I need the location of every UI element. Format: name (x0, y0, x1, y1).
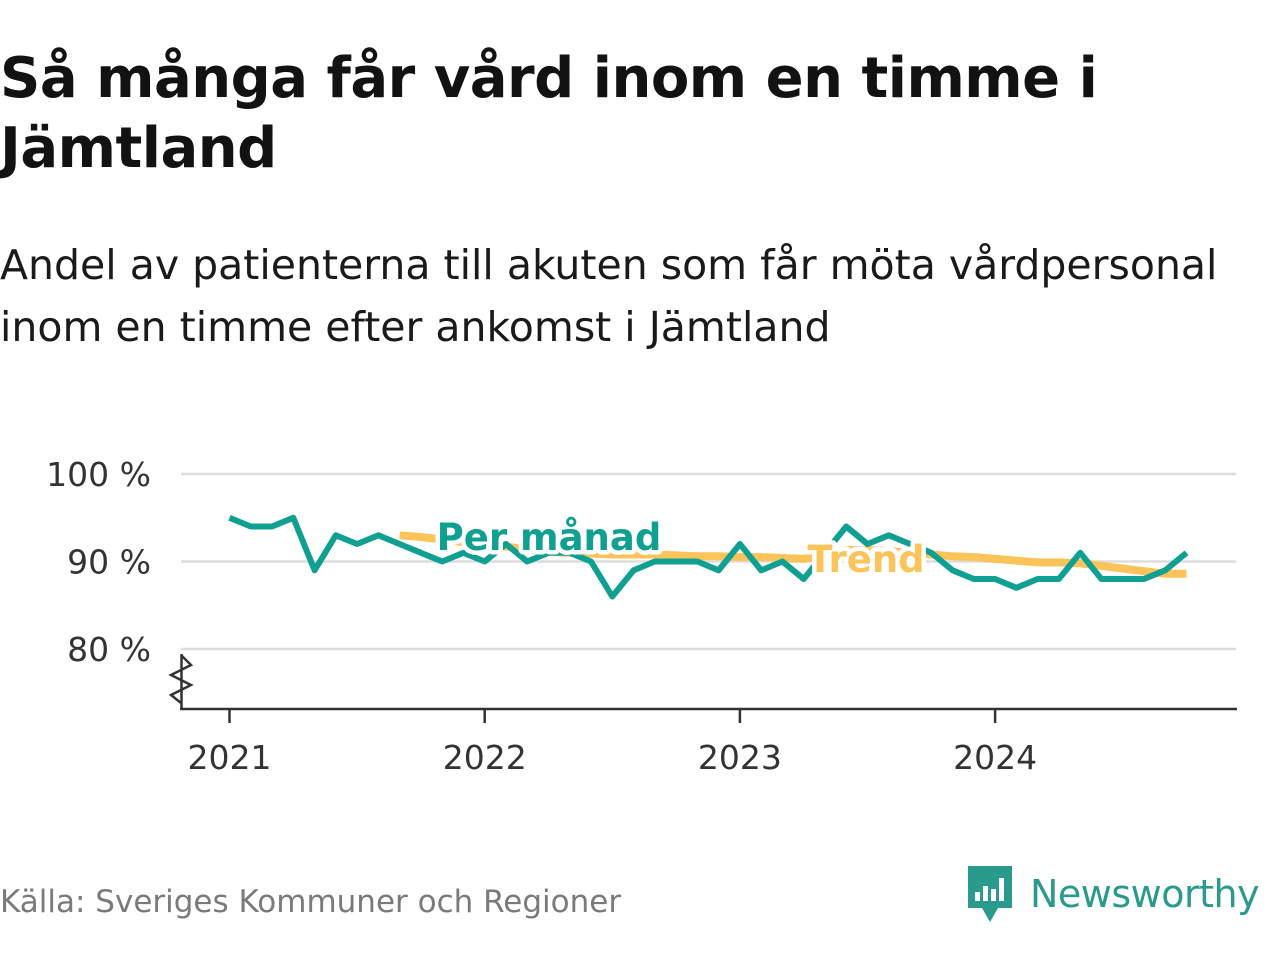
series-line-trend (399, 531, 1187, 578)
y-axis-tick-labels: 100 % 90 % 80 % (46, 455, 151, 669)
series-label-monthly: Per månad (437, 516, 662, 559)
x-tick-label-2023: 2023 (698, 738, 782, 777)
brand-logo: Newsworthy (964, 862, 1260, 926)
series-labels: Per månad Trend (432, 512, 929, 586)
series-lines (228, 514, 1189, 600)
bar-chart-speech-bubble-icon (968, 866, 1012, 922)
axis-break-icon (168, 654, 194, 704)
source-note: Källa: Sveriges Kommuner och Regioner (0, 884, 622, 920)
x-tick-label-2022: 2022 (443, 738, 527, 777)
x-tick-label-2021: 2021 (188, 738, 272, 777)
series-label-trend: Trend (807, 538, 924, 581)
y-tick-label-80: 80 % (67, 630, 151, 669)
y-tick-label-90: 90 % (67, 543, 151, 582)
brand-name: Newsworthy (1030, 872, 1260, 916)
chart-title: Så många får vård inom en timme i Jämtla… (0, 46, 1098, 181)
axes (168, 654, 1237, 711)
series-line-monthly (228, 514, 1189, 600)
chart-subtitle: Andel av patienterna till akuten som får… (0, 241, 1218, 351)
x-tick-label-2024: 2024 (953, 738, 1037, 777)
line-chart: 100 % 90 % 80 % 2021 2022 2023 2024 Per månad… (46, 455, 1237, 777)
y-tick-label-100: 100 % (46, 455, 151, 494)
x-axis-ticks: 2021 2022 2023 2024 (188, 709, 1037, 777)
